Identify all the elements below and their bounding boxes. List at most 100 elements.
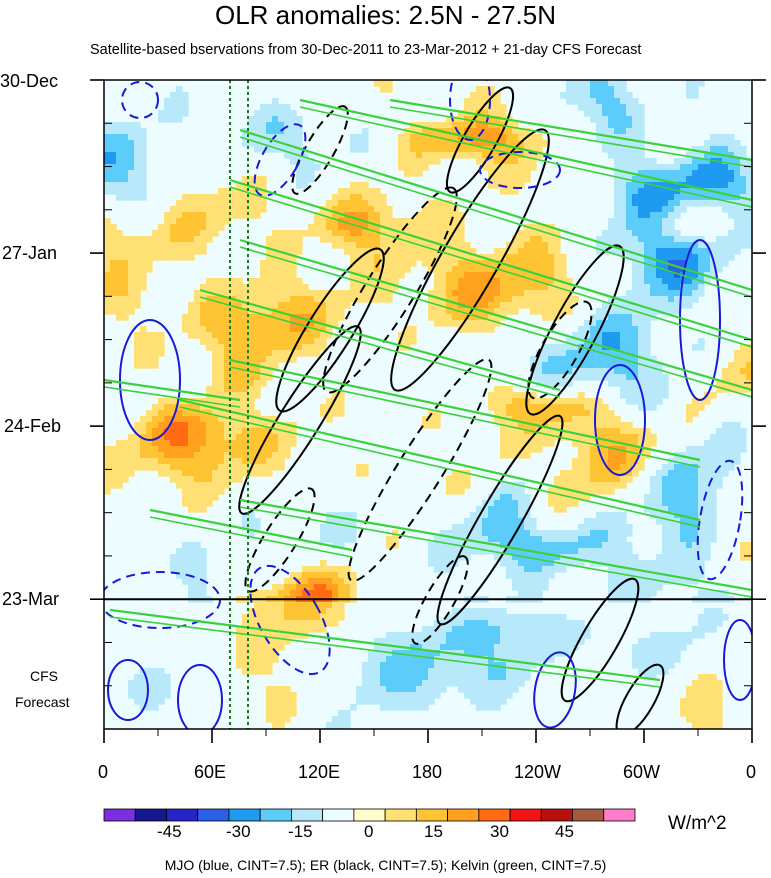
heatmap-cell	[650, 404, 657, 411]
heatmap-cell	[326, 224, 333, 231]
heatmap-cell	[722, 470, 729, 477]
heatmap-cell	[260, 332, 267, 339]
heatmap-cell	[356, 140, 363, 147]
heatmap-cell	[296, 278, 303, 285]
heatmap-cell	[614, 350, 621, 357]
heatmap-cell	[110, 290, 117, 297]
heatmap-cell	[518, 638, 525, 645]
heatmap-cell	[110, 278, 117, 285]
heatmap-cell	[740, 362, 747, 369]
heatmap-cell	[458, 236, 465, 243]
heatmap-cell	[530, 590, 537, 597]
heatmap-cell	[206, 494, 213, 501]
heatmap-cell	[620, 422, 627, 429]
heatmap-cell	[698, 494, 705, 501]
heatmap-cell	[452, 254, 459, 261]
heatmap-cell	[164, 398, 171, 405]
heatmap-cell	[260, 314, 267, 321]
heatmap-cell	[662, 512, 669, 519]
heatmap-cell	[626, 422, 633, 429]
heatmap-cell	[290, 248, 297, 255]
heatmap-cell	[218, 350, 225, 357]
heatmap-cell	[308, 350, 315, 357]
heatmap-cell	[152, 452, 159, 459]
heatmap-cell	[494, 92, 501, 99]
heatmap-cell	[578, 524, 585, 531]
heatmap-cell	[506, 260, 513, 267]
heatmap-cell	[638, 278, 645, 285]
heatmap-cell	[608, 344, 615, 351]
heatmap-cell	[722, 254, 729, 261]
heatmap-cell	[686, 632, 693, 639]
heatmap-cell	[716, 140, 723, 147]
heatmap-cell	[440, 224, 447, 231]
heatmap-cell	[188, 194, 195, 201]
heatmap-cell	[368, 224, 375, 231]
heatmap-cell	[182, 434, 189, 441]
heatmap-cell	[578, 494, 585, 501]
heatmap-cell	[680, 524, 687, 531]
heatmap-cell	[698, 476, 705, 483]
heatmap-cell	[518, 572, 525, 579]
heatmap-cell	[566, 302, 573, 309]
heatmap-cell	[542, 248, 549, 255]
heatmap-cell	[698, 680, 705, 687]
heatmap-cell	[164, 440, 171, 447]
heatmap-cell	[434, 686, 441, 693]
heatmap-cell	[398, 134, 405, 141]
heatmap-cell	[668, 212, 675, 219]
heatmap-cell	[494, 110, 501, 117]
heatmap-cell	[326, 590, 333, 597]
heatmap-cell	[596, 368, 603, 375]
heatmap-cell	[260, 320, 267, 327]
heatmap-cell	[554, 398, 561, 405]
heatmap-cell	[428, 692, 435, 699]
heatmap-cell	[518, 644, 525, 651]
heatmap-cell	[362, 296, 369, 303]
heatmap-cell	[272, 692, 279, 699]
heatmap-cell	[140, 254, 147, 261]
heatmap-cell	[104, 236, 111, 243]
heatmap-cell	[284, 284, 291, 291]
heatmap-cell	[296, 584, 303, 591]
heatmap-cell	[524, 650, 531, 657]
heatmap-cell	[542, 260, 549, 267]
heatmap-cell	[146, 260, 153, 267]
heatmap-cell	[374, 200, 381, 207]
heatmap-cell	[194, 470, 201, 477]
heatmap-cell	[680, 542, 687, 549]
heatmap-cell	[644, 206, 651, 213]
heatmap-cell	[140, 242, 147, 249]
heatmap-cell	[206, 422, 213, 429]
heatmap-cell	[266, 302, 273, 309]
heatmap-cell	[290, 128, 297, 135]
heatmap-cell	[254, 590, 261, 597]
heatmap-cell	[626, 560, 633, 567]
heatmap-cell	[248, 428, 255, 435]
heatmap-cell	[698, 614, 705, 621]
heatmap-cell	[428, 206, 435, 213]
heatmap-cell	[242, 350, 249, 357]
heatmap-cell	[242, 200, 249, 207]
heatmap-cell	[236, 194, 243, 201]
heatmap-cell	[188, 440, 195, 447]
heatmap-cell	[674, 182, 681, 189]
heatmap-cell	[338, 536, 345, 543]
heatmap-cell	[542, 410, 549, 417]
heatmap-cell	[650, 266, 657, 273]
heatmap-cell	[668, 278, 675, 285]
heatmap-cell	[566, 422, 573, 429]
heatmap-cell	[548, 572, 555, 579]
heatmap-cell	[200, 590, 207, 597]
heatmap-cell	[578, 464, 585, 471]
heatmap-cell	[152, 422, 159, 429]
heatmap-cell	[302, 176, 309, 183]
heatmap-cell	[512, 188, 519, 195]
heatmap-cell	[272, 722, 279, 729]
heatmap-cell	[416, 158, 423, 165]
heatmap-cell	[242, 662, 249, 669]
heatmap-cell	[632, 662, 639, 669]
heatmap-cell	[278, 698, 285, 705]
heatmap-cell	[482, 500, 489, 507]
heatmap-cell	[140, 434, 147, 441]
